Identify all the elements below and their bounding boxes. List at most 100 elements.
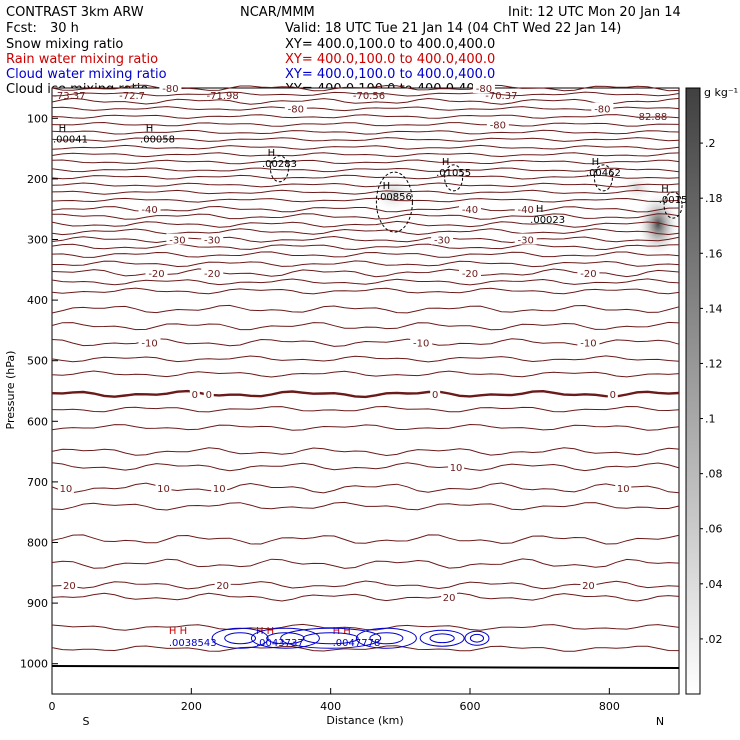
y-axis-label: Pressure (hPa) [4,351,17,430]
extremum-symbol: H [383,181,391,192]
contour-label-bg [189,388,200,400]
temperature-contour [51,137,680,142]
extremum-value: .0015 [659,195,688,206]
contour-label: -10 [141,339,157,350]
colorbar-tick-label: .14 [705,302,723,315]
cloud-water-contour-inner [469,633,485,643]
temperature-contour [51,189,680,195]
corner-temp-label: -71.98 [207,91,239,102]
temperature-contour [51,645,680,652]
temperature-contour [51,152,680,158]
contour-label: 10 [157,484,170,495]
colorbar-tick-label: .2 [705,137,716,150]
colorbar-tick-label: .08 [705,468,723,481]
corner-temp-label: -70.37 [485,91,517,102]
contour-label: 0 [192,390,198,401]
temperature-contour [51,228,680,236]
contour-label-bg [138,203,161,215]
extremum-value: .00462 [586,168,621,179]
colorbar-gradient [685,87,701,695]
y-tick-label: 400 [27,294,48,307]
temperature-contour [51,287,680,295]
temperature-contour [51,321,680,331]
contour-label-bg [211,481,228,493]
contour-label-bg [591,102,614,114]
init-time: Init: 12 UTC Mon 20 Jan 14 [508,5,681,20]
temperature-contour [51,129,680,135]
colorbar-tick-label: .02 [705,633,723,646]
temperature-contour [51,167,680,173]
colorbar-tick-label: .1 [705,413,716,426]
temperature-contour [51,304,680,314]
colorbar-tick-label: .04 [705,578,723,591]
contour-label: -40 [141,205,157,216]
cloud-water-contour-inner [369,632,404,645]
colorbar: g kg⁻¹ .2 .18 .16 .14 .12 .1 .08 .06 .04 .02 [685,86,738,695]
contour-label-bg [431,233,454,245]
temperature-contour [51,623,680,631]
snow-contour [375,171,413,233]
contour-label: -80 [476,84,492,95]
contour-label: -80 [490,120,506,131]
y-tick-label: 900 [27,597,48,610]
contour-label-bg [284,102,307,114]
extremum-symbol: H [442,157,450,168]
temperature-contour [51,251,680,258]
temperature-contour [51,355,680,363]
contour-label-bg [615,481,632,493]
colorbar-tick-label: .06 [705,523,723,536]
contour-label: 20 [582,581,595,592]
contour-label: -20 [580,269,596,280]
extremum-value: .00856 [377,192,412,203]
y-tick-label: 100 [27,112,48,125]
contour-label: -20 [204,269,220,280]
legend-entry-xy: XY= 400.0,100.0 to 400.0,400.0 [285,37,495,52]
temperature-contour [51,447,680,457]
contour-label: -80 [288,105,304,116]
valid-time: Valid: 18 UTC Tue 21 Jan 14 (04 ChT Wed … [285,21,621,36]
contour-label-bg [166,233,189,245]
snow-contours [269,155,683,233]
contour-label-bg [472,82,495,93]
x-axis: 0 200 400 600 800 [49,688,620,713]
contour-label-bg [410,336,433,348]
extremum-value: .01055 [436,168,471,179]
cloud-water-contour-inner [429,633,455,644]
corner-temp-label: -70.56 [353,91,385,102]
cloud-water-contour [355,627,417,649]
temperature-contour [51,182,680,188]
contour-label: -80 [594,105,610,116]
temperature-contour [51,389,680,399]
contour-label-bg [214,578,231,590]
y-tick-label: 200 [27,173,48,186]
snow-contour [269,155,289,183]
extremum-symbol: H [536,204,544,215]
endpoint-right: N [656,715,664,728]
cloud-water-value: .0047778 [333,638,381,649]
cloud-water-contour [250,627,320,649]
rain-marker: H H [256,626,274,637]
corner-temp-label: -82.88 [635,112,667,123]
fcst-label: Fcst: [6,21,37,36]
fcst-value: 30 h [50,21,79,36]
temperature-contour [51,370,680,378]
extremum-symbol: H [661,184,669,195]
contour-label-bg [61,578,78,590]
contour-label-bg [459,203,481,215]
legend-entry-xy: XY= 400.0,100.0 to 400.0,400.0 [285,52,495,67]
temperature-contour [51,220,680,228]
contour-label-bg [155,481,172,493]
temperature-contour [52,260,680,268]
contour-label: -40 [462,205,478,216]
extremum-symbol: H [146,124,154,135]
extremum-symbol: H [592,157,600,168]
contour-label-bg [580,578,597,590]
extremum-value: .00283 [262,159,297,170]
temperature-contour [51,462,680,472]
colorbar-tick-label: .18 [705,192,723,205]
y-tick-label: 300 [27,234,48,247]
temperature-contour [51,114,680,119]
contour-label-bg [459,266,481,278]
colorbar-tick-label: .12 [705,357,723,370]
y-tick-label: 600 [27,415,48,428]
